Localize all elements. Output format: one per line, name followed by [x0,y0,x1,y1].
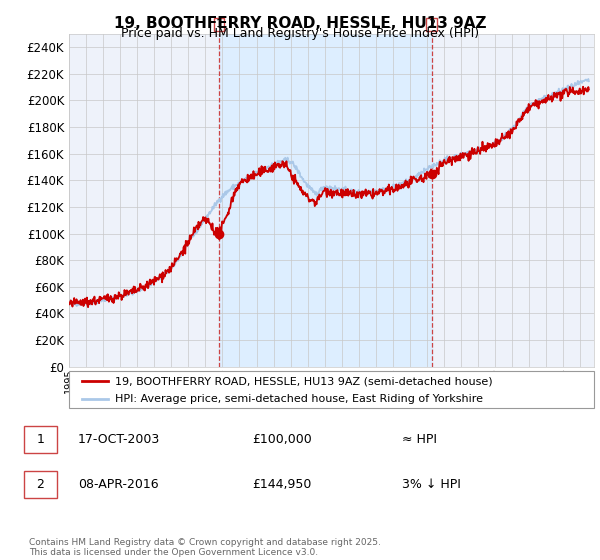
Text: 08-APR-2016: 08-APR-2016 [78,478,158,491]
Text: £144,950: £144,950 [252,478,311,491]
Text: 1: 1 [37,433,44,446]
Text: 3% ↓ HPI: 3% ↓ HPI [402,478,461,491]
Text: 17-OCT-2003: 17-OCT-2003 [78,433,160,446]
Text: HPI: Average price, semi-detached house, East Riding of Yorkshire: HPI: Average price, semi-detached house,… [115,394,483,404]
Text: £100,000: £100,000 [252,433,312,446]
Text: ≈ HPI: ≈ HPI [402,433,437,446]
Text: Contains HM Land Registry data © Crown copyright and database right 2025.
This d: Contains HM Land Registry data © Crown c… [29,538,380,557]
Text: 2: 2 [37,478,44,491]
Text: Price paid vs. HM Land Registry's House Price Index (HPI): Price paid vs. HM Land Registry's House … [121,27,479,40]
FancyBboxPatch shape [69,371,594,408]
Text: 19, BOOTHFERRY ROAD, HESSLE, HU13 9AZ: 19, BOOTHFERRY ROAD, HESSLE, HU13 9AZ [114,16,486,31]
Text: 2: 2 [428,20,435,30]
Text: 19, BOOTHFERRY ROAD, HESSLE, HU13 9AZ (semi-detached house): 19, BOOTHFERRY ROAD, HESSLE, HU13 9AZ (s… [115,376,493,386]
Bar [219,34,431,367]
Text: 1: 1 [215,20,223,30]
